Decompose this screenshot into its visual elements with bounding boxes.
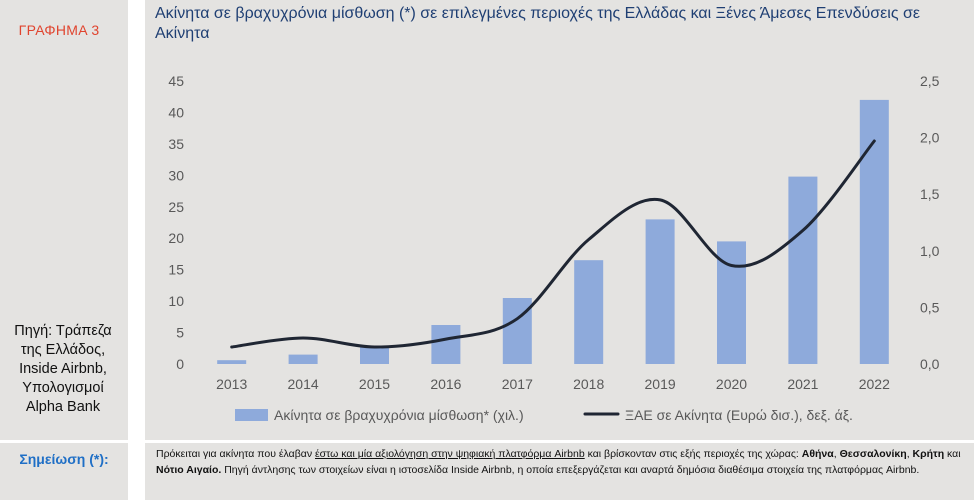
source-text: Πηγή: Τράπεζα της Ελλάδος, Inside Airbnb… — [14, 323, 112, 415]
chart-svg: 0 5 10 15 20 25 30 35 40 45 0,0 0,5 1,0 1,5 2,0 2,5 20… — [168, 73, 940, 423]
chart-number: ΓΡΑΦΗΜΑ 3 — [18, 22, 100, 38]
note-text-panel — [145, 443, 974, 500]
x-axis-tick-label: 2018 — [573, 376, 604, 392]
bar — [431, 325, 461, 364]
left-axis-tick-label: 5 — [176, 325, 184, 341]
right-axis-tick-label: 1,5 — [920, 186, 940, 202]
left-axis-tick-label: 40 — [168, 104, 184, 120]
note-region: Αθήνα — [801, 448, 834, 460]
left-axis-ticks: 0 5 10 15 20 25 30 35 40 45 — [168, 73, 184, 372]
right-axis-tick-label: 1,0 — [920, 243, 940, 259]
x-axis-tick-label: 2014 — [288, 376, 319, 392]
legend: Ακίνητα σε βραχυχρόνια μίσθωση* (χιλ.) Ξ… — [235, 407, 853, 423]
note-label-panel — [0, 443, 128, 500]
left-axis-tick-label: 15 — [168, 262, 184, 278]
bar-series — [217, 99, 889, 365]
bar — [288, 354, 318, 364]
x-axis-tick-label: 2017 — [502, 376, 533, 392]
right-axis-tick-label: 2,5 — [920, 73, 940, 89]
note-region: Κρήτη — [912, 448, 945, 460]
bar — [217, 360, 247, 364]
x-axis-tick-label: 2013 — [216, 376, 247, 392]
note-text-part: Πηγή άντλησης των στοιχείων είναι η ιστο… — [221, 463, 920, 476]
note-text-part: Πρόκειται για ακίνητα που έλαβαν — [156, 448, 315, 460]
right-axis-ticks: 0,0 0,5 1,0 1,5 2,0 2,5 — [920, 73, 940, 372]
bar — [788, 176, 818, 364]
x-axis-tick-label: 2020 — [716, 376, 747, 392]
left-axis-tick-label: 35 — [168, 136, 184, 152]
note-separator: , — [906, 448, 913, 460]
line-series — [230, 139, 876, 349]
x-axis-ticks: 2013 2014 2015 2016 2017 2018 2019 2020 2021 2022 — [216, 376, 890, 392]
legend-bar-swatch — [235, 409, 268, 421]
bar — [574, 260, 604, 364]
note-text-underlined: έστω και μία αξιολόγηση στην ψηφιακή πλα… — [315, 448, 585, 460]
note-text: Πρόκειται για ακίνητα που έλαβαν έστω κα… — [156, 447, 970, 478]
x-axis-tick-label: 2015 — [359, 376, 390, 392]
x-axis-tick-label: 2019 — [645, 376, 676, 392]
left-axis-tick-label: 20 — [168, 230, 184, 246]
note-region: Νότιο Αιγαίο. — [156, 463, 222, 476]
note-separator: και — [944, 448, 961, 460]
left-axis-tick-label: 45 — [168, 73, 184, 89]
legend-bar-label: Ακίνητα σε βραχυχρόνια μίσθωση* (χιλ.) — [274, 407, 524, 423]
bar — [360, 347, 389, 364]
chart-title: Ακίνητα σε βραχυχρόνια μίσθωση (*) σε επ… — [155, 5, 921, 42]
chart-panel — [145, 0, 974, 440]
bar — [645, 219, 675, 364]
x-axis-tick-label: 2021 — [787, 376, 818, 392]
right-axis-tick-label: 0,5 — [920, 299, 940, 315]
legend-line-label: ΞΑΕ σε Ακίνητα (Ευρώ δισ.), δεξ. άξ. — [625, 407, 853, 423]
note-text-part: και βρίσκονταν στις εξής περιοχές της χώ… — [584, 448, 802, 460]
right-axis-tick-label: 2,0 — [920, 130, 940, 146]
left-axis-tick-label: 25 — [168, 199, 184, 215]
left-panel — [0, 0, 128, 440]
x-axis-tick-label: 2022 — [859, 376, 890, 392]
x-axis-tick-label: 2016 — [430, 376, 461, 392]
bar — [502, 298, 532, 364]
bar — [859, 99, 889, 365]
right-axis-tick-label: 0,0 — [920, 356, 940, 372]
note-separator: , — [833, 448, 840, 460]
note-label: Σημείωση (*): — [19, 451, 109, 467]
left-axis-tick-label: 0 — [176, 356, 184, 372]
note-region: Θεσσαλονίκη — [839, 448, 907, 460]
left-axis-tick-label: 10 — [168, 293, 184, 309]
left-axis-tick-label: 30 — [168, 167, 184, 183]
